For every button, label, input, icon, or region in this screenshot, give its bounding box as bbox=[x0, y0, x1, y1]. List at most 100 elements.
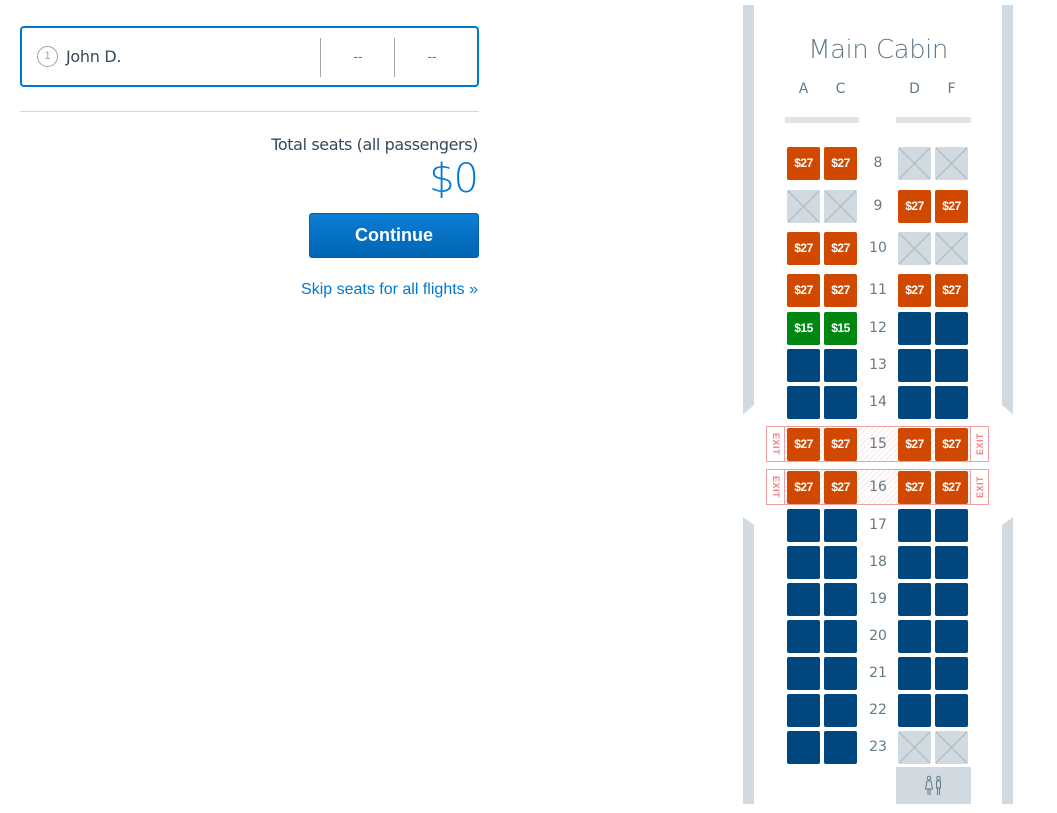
seat-11a[interactable]: $27 bbox=[787, 274, 820, 307]
seat-11f[interactable]: $27 bbox=[935, 274, 968, 307]
lavatory bbox=[896, 767, 971, 804]
unavailable-x-icon bbox=[935, 731, 968, 764]
seat-20f bbox=[935, 620, 968, 653]
seat-21a bbox=[787, 657, 820, 690]
seat-8a[interactable]: $27 bbox=[787, 147, 820, 180]
separator bbox=[20, 111, 479, 112]
seat-23c bbox=[824, 731, 857, 764]
seat-23d bbox=[898, 731, 931, 764]
seat-17c bbox=[824, 509, 857, 542]
seat-11d[interactable]: $27 bbox=[898, 274, 931, 307]
exit-label-left: EXIT bbox=[767, 470, 785, 504]
exit-text: EXIT bbox=[974, 475, 985, 499]
galley-bar-right bbox=[896, 117, 971, 123]
seat-17f bbox=[935, 509, 968, 542]
seat-12c[interactable]: $15 bbox=[824, 312, 857, 345]
column-label-f: F bbox=[947, 81, 956, 97]
seat-18f bbox=[935, 546, 968, 579]
exit-text: EXIT bbox=[770, 475, 781, 499]
row-number: 14 bbox=[869, 394, 887, 410]
passenger-seat-flight-1[interactable]: -- bbox=[353, 48, 363, 64]
seat-9a bbox=[787, 190, 820, 223]
row-number: 17 bbox=[869, 517, 887, 533]
seat-19d bbox=[898, 583, 931, 616]
exit-label-right: EXIT bbox=[970, 470, 988, 504]
seat-16c[interactable]: $27 bbox=[824, 471, 857, 504]
seat-21f bbox=[935, 657, 968, 690]
exit-text: EXIT bbox=[770, 432, 781, 456]
seat-19a bbox=[787, 583, 820, 616]
seat-10c[interactable]: $27 bbox=[824, 232, 857, 265]
passenger-number-badge: 1 bbox=[37, 46, 58, 67]
row-number: 16 bbox=[869, 479, 887, 495]
seat-12a[interactable]: $15 bbox=[787, 312, 820, 345]
seat-14d bbox=[898, 386, 931, 419]
unavailable-x-icon bbox=[935, 147, 968, 180]
seat-8f bbox=[935, 147, 968, 180]
seat-20a bbox=[787, 620, 820, 653]
row-number: 22 bbox=[869, 702, 887, 718]
seat-15d[interactable]: $27 bbox=[898, 428, 931, 461]
seat-20c bbox=[824, 620, 857, 653]
column-label-c: C bbox=[835, 81, 846, 97]
row-number: 11 bbox=[869, 282, 887, 298]
seat-16a[interactable]: $27 bbox=[787, 471, 820, 504]
seat-16d[interactable]: $27 bbox=[898, 471, 931, 504]
seat-22c bbox=[824, 694, 857, 727]
seat-15f[interactable]: $27 bbox=[935, 428, 968, 461]
seat-9c bbox=[824, 190, 857, 223]
seat-15a[interactable]: $27 bbox=[787, 428, 820, 461]
continue-button[interactable]: Continue bbox=[309, 213, 479, 258]
unavailable-x-icon bbox=[935, 232, 968, 265]
seat-23a bbox=[787, 731, 820, 764]
unavailable-x-icon bbox=[898, 731, 931, 764]
exit-text: EXIT bbox=[974, 432, 985, 456]
passenger-seat-flight-2[interactable]: -- bbox=[427, 48, 437, 64]
seat-21c bbox=[824, 657, 857, 690]
passenger-card[interactable]: 1 John D. -- -- bbox=[20, 26, 479, 87]
seat-14f bbox=[935, 386, 968, 419]
seat-8c[interactable]: $27 bbox=[824, 147, 857, 180]
row-number: 9 bbox=[873, 198, 883, 214]
exit-label-right: EXIT bbox=[970, 427, 988, 461]
seat-19f bbox=[935, 583, 968, 616]
seat-17a bbox=[787, 509, 820, 542]
seat-15c[interactable]: $27 bbox=[824, 428, 857, 461]
unavailable-x-icon bbox=[787, 190, 820, 223]
seat-14c bbox=[824, 386, 857, 419]
exit-door-left bbox=[740, 405, 758, 525]
seat-22f bbox=[935, 694, 968, 727]
seat-16f[interactable]: $27 bbox=[935, 471, 968, 504]
seat-11c[interactable]: $27 bbox=[824, 274, 857, 307]
exit-label-left: EXIT bbox=[767, 427, 785, 461]
seat-13c bbox=[824, 349, 857, 382]
seat-10f bbox=[935, 232, 968, 265]
unavailable-x-icon bbox=[898, 147, 931, 180]
seat-9f[interactable]: $27 bbox=[935, 190, 968, 223]
seat-10d bbox=[898, 232, 931, 265]
seat-10a[interactable]: $27 bbox=[787, 232, 820, 265]
seat-12f bbox=[935, 312, 968, 345]
seat-23f bbox=[935, 731, 968, 764]
total-seats-label: Total seats (all passengers) bbox=[271, 135, 478, 154]
row-number: 10 bbox=[869, 240, 887, 256]
row-number: 18 bbox=[869, 554, 887, 570]
fuselage-left-wall bbox=[743, 5, 754, 804]
row-number: 20 bbox=[869, 628, 887, 644]
seat-8d bbox=[898, 147, 931, 180]
row-number: 21 bbox=[869, 665, 887, 681]
row-number: 23 bbox=[869, 739, 887, 755]
passenger-name: John D. bbox=[66, 47, 122, 66]
column-label-d: D bbox=[909, 81, 920, 97]
cabin-title: Main Cabin bbox=[808, 35, 948, 65]
row-number: 8 bbox=[873, 155, 883, 171]
skip-seats-link[interactable]: Skip seats for all flights » bbox=[301, 281, 478, 298]
seat-17d bbox=[898, 509, 931, 542]
row-number: 15 bbox=[869, 436, 887, 452]
row-number: 13 bbox=[869, 357, 887, 373]
total-seats-price: $0 bbox=[429, 156, 479, 202]
seat-9d[interactable]: $27 bbox=[898, 190, 931, 223]
row-number: 12 bbox=[869, 320, 887, 336]
seat-12d bbox=[898, 312, 931, 345]
divider bbox=[394, 38, 395, 77]
